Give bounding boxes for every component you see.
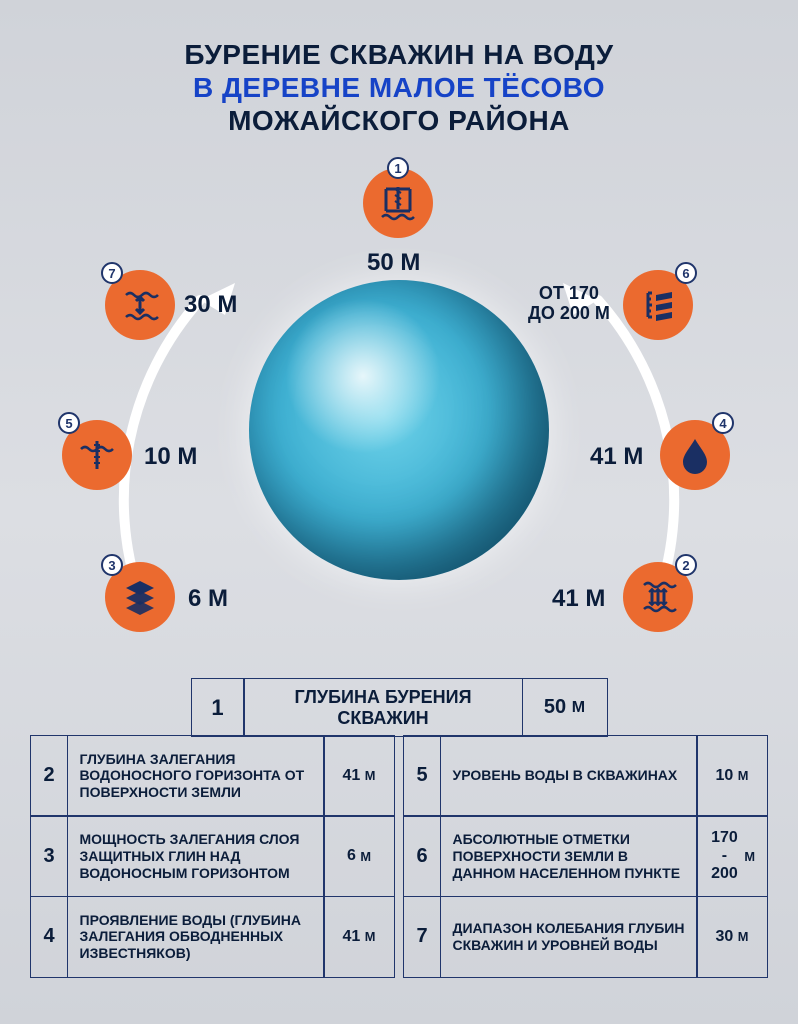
row-num: 3 xyxy=(30,815,68,897)
badge-2-label: 41 М xyxy=(552,586,605,612)
drop-icon xyxy=(673,433,717,477)
row-text: ГЛУБИНА ЗАЛЕГАНИЯ ВОДОНОСНОГО ГОРИЗОНТА … xyxy=(67,735,325,817)
badge-3: 3 xyxy=(105,562,175,632)
badge-5-label: 10 М xyxy=(144,444,197,470)
badge-2-number: 2 xyxy=(675,554,697,576)
table-header-row: 1 ГЛУБИНА БУРЕНИЯ СКВАЖИН 50 М xyxy=(30,678,768,737)
badge-1-number: 1 xyxy=(387,157,409,179)
badge-1-label: 50 М xyxy=(367,250,420,276)
badge-2: 2 xyxy=(623,562,693,632)
table-row: 2 ГЛУБИНА ЗАЛЕГАНИЯ ВОДОНОСНОГО ГОРИЗОНТ… xyxy=(30,735,395,817)
row-text: АБСОЛЮТНЫЕ ОТМЕТКИ ПОВЕРХНОСТИ ЗЕМЛИ В Д… xyxy=(440,815,698,897)
row-value: 30 М xyxy=(696,896,768,978)
row-text: ДИАПАЗОН КОЛЕБАНИЯ ГЛУБИН СКВАЖИН И УРОВ… xyxy=(440,896,698,978)
table-row: 7 ДИАПАЗОН КОЛЕБАНИЯ ГЛУБИН СКВАЖИН И УР… xyxy=(403,896,768,978)
table-row: 6 АБСОЛЮТНЫЕ ОТМЕТКИ ПОВЕРХНОСТИ ЗЕМЛИ В… xyxy=(403,815,768,897)
layers-scale-icon xyxy=(636,283,680,327)
table-row: 5 УРОВЕНЬ ВОДЫ В СКВАЖИНАХ 10 М xyxy=(403,735,768,817)
row-value: 170 - 200 М xyxy=(696,815,768,897)
header-value: 50 М xyxy=(522,678,608,737)
row-value: 41 М xyxy=(323,735,395,817)
strata-icon xyxy=(118,575,162,619)
header-text: ГЛУБИНА БУРЕНИЯ СКВАЖИН xyxy=(243,678,523,737)
badge-3-number: 3 xyxy=(101,554,123,576)
water-sphere xyxy=(249,280,549,580)
aquifer-icon xyxy=(636,575,680,619)
water-level-icon xyxy=(75,433,119,477)
row-text: ПРОЯВЛЕНИЕ ВОДЫ (ГЛУБИНА ЗАЛЕГАНИЯ ОБВОД… xyxy=(67,896,325,978)
badge-6: 6 xyxy=(623,270,693,340)
badge-7-number: 7 xyxy=(101,262,123,284)
row-value: 6 М xyxy=(323,815,395,897)
badge-7-label: 30 М xyxy=(184,292,237,318)
depth-range-icon xyxy=(118,283,162,327)
badge-4: 4 xyxy=(660,420,730,490)
row-num: 4 xyxy=(30,896,68,978)
badge-6-label: ОТ 170ДО 200 М xyxy=(528,284,610,324)
badge-3-label: 6 М xyxy=(188,586,228,612)
title-line-2: В ДЕРЕВНЕ МАЛОЕ ТЁСОВО xyxy=(0,71,798,104)
row-value: 10 М xyxy=(696,735,768,817)
circular-diagram: 1 50 М 7 30 М 6 xyxy=(0,150,798,660)
badge-6-number: 6 xyxy=(675,262,697,284)
drill-icon xyxy=(376,181,420,225)
row-value: 41 М xyxy=(323,896,395,978)
page-title: БУРЕНИЕ СКВАЖИН НА ВОДУ В ДЕРЕВНЕ МАЛОЕ … xyxy=(0,38,798,137)
row-text: УРОВЕНЬ ВОДЫ В СКВАЖИНАХ xyxy=(440,735,698,817)
row-num: 5 xyxy=(403,735,441,817)
badge-4-number: 4 xyxy=(712,412,734,434)
table-row: 4 ПРОЯВЛЕНИЕ ВОДЫ (ГЛУБИНА ЗАЛЕГАНИЯ ОБВ… xyxy=(30,896,395,978)
row-text: МОЩНОСТЬ ЗАЛЕГАНИЯ СЛОЯ ЗАЩИТНЫХ ГЛИН НА… xyxy=(67,815,325,897)
header-num: 1 xyxy=(191,678,245,737)
row-num: 7 xyxy=(403,896,441,978)
title-line-3: МОЖАЙСКОГО РАЙОНА xyxy=(0,104,798,137)
title-line-1: БУРЕНИЕ СКВАЖИН НА ВОДУ xyxy=(0,38,798,71)
badge-5: 5 xyxy=(62,420,132,490)
badge-1: 1 xyxy=(363,168,433,238)
table-row: 3 МОЩНОСТЬ ЗАЛЕГАНИЯ СЛОЯ ЗАЩИТНЫХ ГЛИН … xyxy=(30,815,395,897)
table-right-column: 5 УРОВЕНЬ ВОДЫ В СКВАЖИНАХ 10 М 6 АБСОЛЮ… xyxy=(403,736,768,978)
row-num: 2 xyxy=(30,735,68,817)
badge-5-number: 5 xyxy=(58,412,80,434)
table-left-column: 2 ГЛУБИНА ЗАЛЕГАНИЯ ВОДОНОСНОГО ГОРИЗОНТ… xyxy=(30,736,395,978)
badge-4-label: 41 М xyxy=(590,444,643,470)
row-num: 6 xyxy=(403,815,441,897)
badge-7: 7 xyxy=(105,270,175,340)
data-table: 1 ГЛУБИНА БУРЕНИЯ СКВАЖИН 50 М 2 ГЛУБИНА… xyxy=(30,678,768,978)
